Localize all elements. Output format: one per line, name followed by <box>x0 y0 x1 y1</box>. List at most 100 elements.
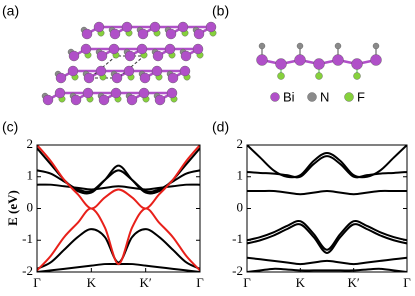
atom <box>152 50 164 62</box>
legend-marker <box>344 92 354 102</box>
x-tick-label: K′ <box>140 275 152 290</box>
atom <box>332 54 344 66</box>
panel-label: (a) <box>2 3 19 19</box>
band <box>247 223 407 254</box>
x-tick-label: Γ <box>33 275 41 290</box>
y-tick-label: -2 <box>232 263 243 278</box>
atom <box>179 65 191 77</box>
atom <box>54 87 66 99</box>
x-tick-label: K <box>87 275 97 290</box>
atom <box>110 87 122 99</box>
atom <box>353 72 361 80</box>
y-tick-label: 1 <box>237 168 244 183</box>
atom <box>81 28 93 40</box>
atom <box>258 42 266 50</box>
x-tick-label: Γ <box>243 275 251 290</box>
band <box>247 267 407 272</box>
band <box>37 228 200 270</box>
atom <box>192 43 204 55</box>
x-tick-label: Γ <box>403 275 411 290</box>
legend-label: Bi <box>283 89 295 104</box>
y-tick-label: 2 <box>237 136 244 151</box>
legend-label: N <box>320 89 329 104</box>
atom <box>139 72 151 84</box>
atom <box>121 21 133 33</box>
y-tick-label: 0 <box>237 199 244 214</box>
band <box>37 207 200 272</box>
atom <box>67 65 79 77</box>
atom <box>136 43 148 55</box>
band <box>247 145 407 179</box>
atom <box>96 50 108 62</box>
atom <box>138 87 150 99</box>
y-tick-label: 1 <box>27 168 34 183</box>
atom <box>55 72 67 84</box>
atom <box>334 42 342 50</box>
band <box>247 155 407 179</box>
panel-label: (c) <box>2 119 18 135</box>
y-tick-label: -2 <box>22 263 33 278</box>
band <box>37 145 200 210</box>
band <box>247 189 407 196</box>
band <box>37 169 200 193</box>
atom <box>315 72 323 80</box>
atom <box>98 94 110 106</box>
atom <box>154 94 166 106</box>
band <box>37 262 200 272</box>
x-tick-label: K <box>296 275 306 290</box>
atom <box>111 72 123 84</box>
y-tick-label: -1 <box>22 231 33 246</box>
atom <box>193 28 205 40</box>
atom <box>123 65 135 77</box>
atom <box>351 58 363 70</box>
band <box>247 256 407 266</box>
y-tick-label: 2 <box>27 136 34 151</box>
legend-marker <box>270 92 280 102</box>
atom <box>126 94 138 106</box>
atom <box>165 28 177 40</box>
atom <box>167 72 179 84</box>
atom <box>83 72 95 84</box>
atom <box>296 42 304 50</box>
atom <box>370 54 382 66</box>
atom <box>275 58 287 70</box>
axes-frame <box>246 144 408 273</box>
band <box>247 219 407 251</box>
atom <box>164 43 176 55</box>
atom <box>108 43 120 55</box>
atom <box>137 28 149 40</box>
atom <box>205 21 217 33</box>
atom <box>42 94 54 106</box>
x-tick-label: Γ <box>196 275 204 290</box>
atom <box>256 54 268 66</box>
band <box>37 183 200 191</box>
atom <box>313 58 325 70</box>
atom <box>80 43 92 55</box>
legend-marker <box>307 92 317 102</box>
y-tick-label: 0 <box>27 199 34 214</box>
atom <box>277 72 285 80</box>
atom <box>149 21 161 33</box>
atom <box>82 87 94 99</box>
atom <box>124 50 136 62</box>
atom <box>68 50 80 62</box>
atom <box>177 21 189 33</box>
x-tick-label: K′ <box>348 275 360 290</box>
atom <box>109 28 121 40</box>
legend-label: F <box>357 89 365 104</box>
panel-label: (d) <box>212 119 229 135</box>
panel-label: (b) <box>212 3 229 19</box>
atom <box>180 50 192 62</box>
atom <box>294 54 306 66</box>
atom <box>70 94 82 106</box>
structure <box>41 21 382 106</box>
y-axis-label: E (eV) <box>5 190 20 226</box>
y-tick-label: -1 <box>232 231 243 246</box>
atom <box>372 42 380 50</box>
atom <box>151 65 163 77</box>
axes-frame <box>36 144 201 273</box>
atom <box>93 21 105 33</box>
atom <box>166 87 178 99</box>
